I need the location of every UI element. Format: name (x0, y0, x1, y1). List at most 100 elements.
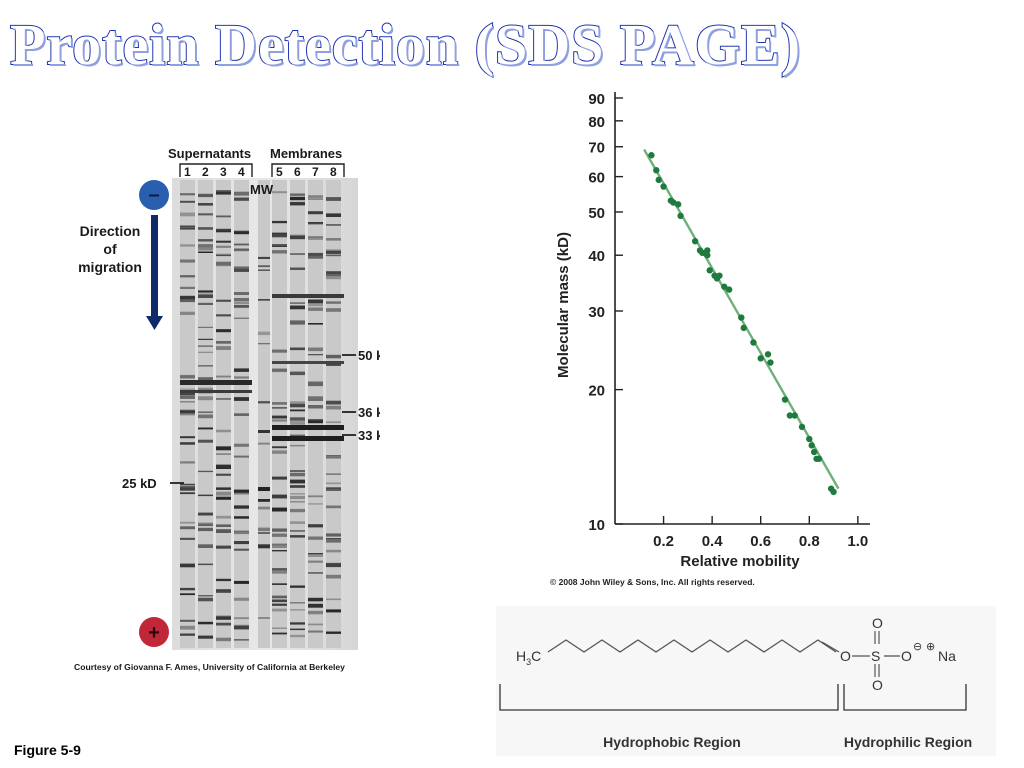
gel-band (180, 619, 195, 622)
gel-band (234, 266, 249, 270)
gel-band (326, 538, 341, 543)
gel-band (272, 369, 287, 371)
gel-band (308, 252, 323, 257)
gel-band (180, 226, 195, 228)
gel-band (258, 499, 270, 502)
gel-band (326, 598, 341, 601)
gel-band (290, 472, 305, 477)
gel-band (272, 450, 287, 453)
gel-band (308, 198, 323, 200)
gel-band (308, 405, 323, 409)
gel-band (216, 230, 231, 233)
chart-point (704, 252, 711, 259)
chart-point (798, 423, 806, 431)
gel-band (258, 532, 270, 534)
gel-band (180, 244, 195, 247)
gel-band (180, 200, 195, 203)
gel-band (308, 560, 323, 563)
gel-band (216, 346, 231, 350)
chart-point (786, 412, 794, 419)
chart-y-tick-label: 10 (588, 517, 605, 534)
gel-band (198, 544, 213, 548)
gel-band (198, 396, 213, 401)
gel-band (234, 531, 249, 535)
gel-band (180, 537, 195, 540)
chart-point (750, 339, 757, 346)
chart-point (674, 201, 682, 208)
hydrophobic-label: Hydrophobic Region (603, 734, 741, 750)
lane-number-8: 8 (330, 165, 337, 179)
chart-y-tick-label: 50 (588, 205, 605, 222)
gel-band (234, 617, 249, 620)
gel-band (180, 296, 195, 300)
gel-band (272, 543, 287, 546)
gel-band (290, 267, 305, 270)
gel-band (308, 524, 323, 528)
gel-band (234, 492, 249, 495)
gel-band (234, 443, 249, 447)
plus-electrode-icon (139, 617, 169, 647)
gel-band (198, 228, 213, 230)
gel-band (234, 302, 249, 305)
gel-band (234, 489, 249, 493)
gel-band (216, 617, 231, 620)
gel-band (272, 476, 287, 480)
chart-point (725, 286, 733, 293)
chart-axes (614, 92, 870, 525)
gel-band (290, 495, 305, 500)
gel-band (308, 399, 323, 401)
gel-band (272, 407, 287, 409)
gel-band (326, 362, 341, 366)
gel-band (272, 415, 287, 419)
gel-band (234, 292, 249, 295)
gel-band (216, 299, 231, 301)
gel-band (308, 495, 323, 498)
gel-band (272, 570, 287, 574)
gel-band (326, 609, 341, 613)
chart-y-tick-label: 30 (588, 304, 605, 321)
chart-xlabel: Relative mobility (680, 553, 800, 570)
gel-band (216, 215, 231, 218)
sds-oxygen-bottom: O (872, 677, 883, 693)
marker-33-label: 33 kD (358, 428, 380, 443)
gel-band-strong (258, 487, 270, 491)
gel-band (290, 535, 305, 538)
chart-point (677, 212, 684, 220)
gel-band (272, 604, 287, 606)
gel-band (272, 529, 287, 531)
marker-50-label: 50 kD (358, 348, 380, 363)
gel-band (290, 444, 305, 447)
gel-band (272, 244, 287, 246)
gel-band (180, 410, 195, 414)
gel-band (308, 630, 323, 633)
gel-band (272, 608, 287, 612)
lane-number-1: 1 (184, 165, 191, 179)
gel-band (198, 598, 213, 602)
gel-band (216, 446, 231, 451)
gel-band (290, 404, 305, 408)
gel-band (198, 522, 213, 525)
gel-band (258, 331, 270, 336)
gel-band (234, 250, 249, 252)
gel-band (216, 300, 231, 302)
gel-band (258, 343, 270, 345)
chart-point (738, 314, 745, 321)
gel-band (258, 265, 270, 268)
gel-band (234, 231, 249, 235)
gel-band (326, 276, 341, 280)
gel-band (272, 507, 287, 512)
gel-band (290, 196, 305, 201)
gel-band (198, 338, 213, 340)
lane-numbers: 1 2 3 4 5 6 7 8 (184, 165, 337, 179)
gel-band (290, 585, 305, 588)
gel-band (234, 376, 249, 379)
gel-band (234, 368, 249, 372)
chart-x-tick-label: 0.8 (799, 533, 820, 550)
gel-band (180, 395, 195, 399)
gel-band (290, 634, 305, 638)
chart-point (706, 267, 713, 274)
gel-band (198, 227, 213, 229)
gel-band-strong (180, 380, 252, 385)
gel-band (198, 326, 213, 328)
gel-band (198, 635, 213, 639)
